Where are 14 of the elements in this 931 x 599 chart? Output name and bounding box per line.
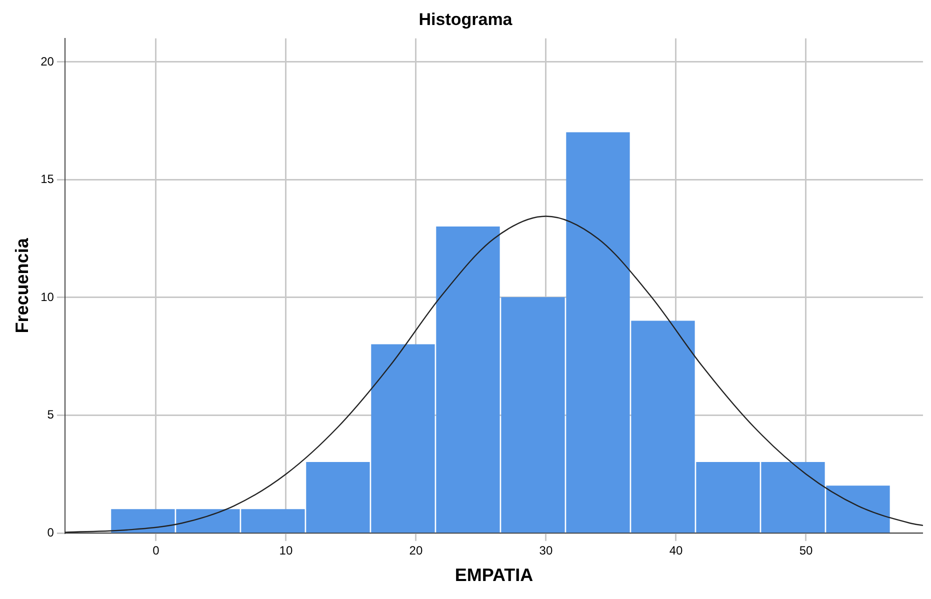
x-tick-label: 50 [799,544,813,558]
y-tick-label: 20 [40,54,54,68]
x-tick-label: 40 [669,544,683,558]
x-tick-label: 10 [279,544,293,558]
y-tick-label: 15 [40,172,54,186]
x-tick-label: 0 [152,544,160,558]
x-tick-label: 20 [409,544,423,558]
y-tick-label: 5 [47,408,54,422]
x-axis-title: EMPATIA [454,565,534,586]
chart-title: Histograma [418,10,513,29]
y-tick-label: 0 [47,525,54,540]
y-axis-title: Frecuencia [12,237,32,334]
y-tick-label: 10 [40,290,54,304]
x-tick-label: 30 [539,544,553,558]
